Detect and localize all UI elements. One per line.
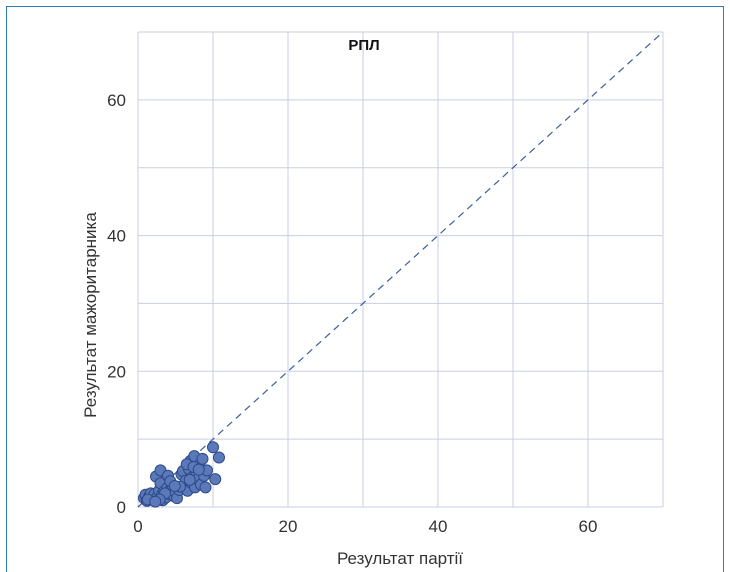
y-tick-label: 60: [107, 91, 126, 110]
reference-line: [137, 31, 664, 508]
grid: [137, 31, 664, 508]
tick-labels: 0 20 40 60 0 20 40 60: [107, 91, 597, 536]
data-point: [199, 481, 212, 494]
points: [138, 441, 225, 508]
x-tick-label: 0: [133, 517, 142, 536]
data-point: [209, 473, 222, 486]
data-point: [183, 473, 196, 486]
y-axis-label: Результат мажоритарника: [81, 212, 100, 418]
data-point: [196, 452, 209, 465]
y-tick-label: 0: [117, 498, 126, 517]
y-tick-label: 40: [107, 227, 126, 246]
data-point: [192, 463, 205, 476]
data-point: [149, 495, 162, 508]
reference-line-group: [137, 31, 664, 508]
x-tick-label: 20: [279, 517, 298, 536]
x-axis-label: Результат партії: [337, 549, 463, 568]
data-point: [213, 451, 225, 464]
x-tick-label: 60: [579, 517, 598, 536]
y-tick-label: 20: [107, 362, 126, 381]
data-point: [168, 479, 181, 492]
chart-title: РПЛ: [348, 37, 379, 54]
data-point: [207, 441, 219, 454]
x-tick-label: 40: [429, 517, 448, 536]
